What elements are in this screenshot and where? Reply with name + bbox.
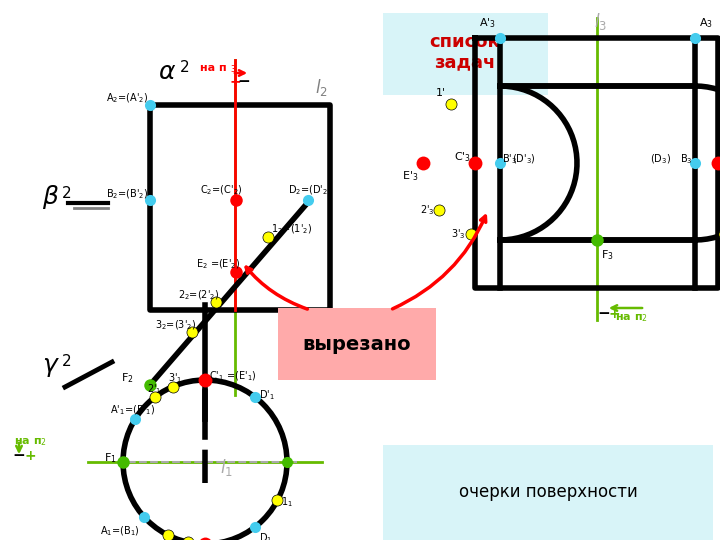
Text: E'$_3$: E'$_3$ [402,169,418,183]
Text: +: + [24,449,36,463]
Text: (D$_3$): (D$_3$) [650,152,671,166]
Text: вырезано: вырезано [302,334,411,354]
Text: F$_2$: F$_2$ [122,371,134,385]
Text: (D'$_3$): (D'$_3$) [512,152,536,166]
Text: $\it{l}$$_3$: $\it{l}$$_3$ [594,11,607,32]
Text: 3'$_1$: 3'$_1$ [168,372,182,386]
Text: B$_3$: B$_3$ [680,152,693,166]
Text: очерки поверхности: очерки поверхности [459,483,637,501]
Text: $\it{l}$$_1$: $\it{l}$$_1$ [220,457,233,478]
FancyBboxPatch shape [383,445,713,540]
Text: D$_2$=(D'$_2$): D$_2$=(D'$_2$) [288,183,332,197]
Text: A$_3$: A$_3$ [699,16,713,30]
Text: $_3$: $_3$ [230,64,236,76]
Text: $\beta$: $\beta$ [42,183,59,211]
FancyBboxPatch shape [278,308,436,380]
Text: D$_1$: D$_1$ [259,531,273,540]
Text: 2: 2 [62,354,71,369]
Text: 1': 1' [436,88,446,98]
Text: A'$_1$=(B'$_1$): A'$_1$=(B'$_1$) [110,404,155,417]
Text: $\gamma$: $\gamma$ [42,355,60,379]
Text: 1$_1$: 1$_1$ [282,496,293,509]
Text: B'$_3$: B'$_3$ [502,152,517,166]
Text: +: + [608,307,620,321]
Text: 3$_2$=(3'$_2$): 3$_2$=(3'$_2$) [155,318,197,332]
Text: E$_2$ =(E'$_2$): E$_2$ =(E'$_2$) [196,257,240,271]
Text: $\it{l}$$_2$: $\it{l}$$_2$ [315,78,328,98]
Text: C'$_1$ =(E'$_1$): C'$_1$ =(E'$_1$) [209,369,257,383]
Text: 1$_2$=(1'$_2$): 1$_2$=(1'$_2$) [271,222,312,236]
Text: −: − [13,449,25,463]
Text: на п: на п [200,63,227,73]
Text: +: + [229,75,240,89]
Text: 2: 2 [180,60,189,76]
Text: A$_2$=(A'$_2$): A$_2$=(A'$_2$) [106,91,148,105]
Text: C$_2$=(C'$_2$): C$_2$=(C'$_2$) [200,183,243,197]
Text: список
задач: список задач [430,32,500,71]
Text: A$_1$=(B$_1$): A$_1$=(B$_1$) [100,525,140,538]
Text: 2$_2$=(2'$_2$): 2$_2$=(2'$_2$) [178,288,220,302]
Text: F$_1$: F$_1$ [104,451,117,465]
Text: 3'$_3$: 3'$_3$ [451,227,466,241]
Text: 3$_1$: 3$_1$ [172,535,184,540]
Text: −: − [598,307,611,321]
FancyBboxPatch shape [383,13,548,95]
Text: 2: 2 [62,186,71,200]
Text: A'$_3$: A'$_3$ [479,16,496,30]
Text: F$_3$: F$_3$ [601,248,613,262]
Text: 2'$_1$: 2'$_1$ [147,382,162,396]
Text: C'$_3$: C'$_3$ [454,150,471,164]
Text: на п$_2$: на п$_2$ [615,312,648,324]
Text: D'$_1$: D'$_1$ [259,388,275,402]
Text: −: − [238,75,251,90]
Text: на п$_2$: на п$_2$ [14,436,47,448]
Text: B$_2$=(B'$_2$): B$_2$=(B'$_2$) [106,187,148,201]
Text: 2'$_3$: 2'$_3$ [420,204,434,217]
Text: $\alpha$: $\alpha$ [158,60,176,84]
